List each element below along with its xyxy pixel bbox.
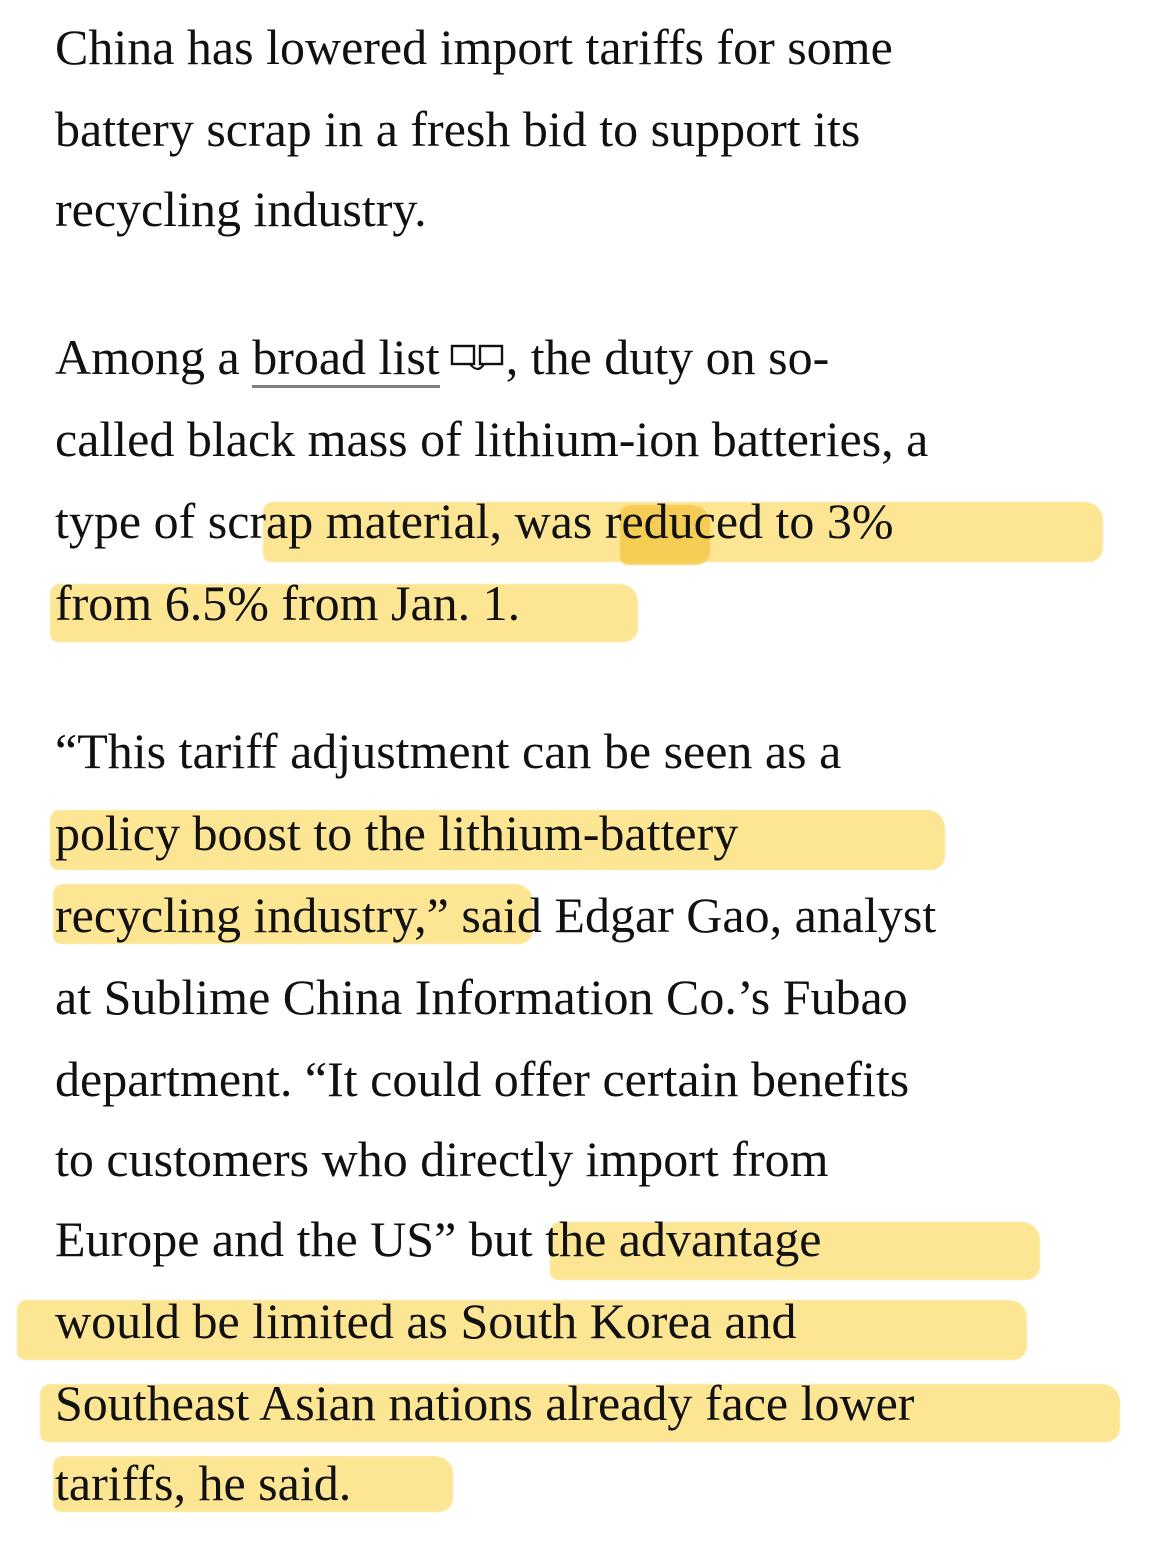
paragraph-3-line-8: would be limited as South Korea and (55, 1280, 797, 1362)
paragraph-2-line-4: from 6.5% from Jan. 1. (55, 562, 520, 644)
text: said Edgar Gao, analyst (448, 887, 937, 943)
paragraph-1-line-1: China has lowered import tariffs for som… (55, 6, 893, 88)
text: department. “It could offer certain bene… (55, 1051, 910, 1107)
text: “This tariff adjustment can be seen as a (55, 723, 842, 779)
paragraph-3-line-2: policy boost to the lithium-battery (55, 792, 738, 874)
text: at Sublime China Information Co.’s Fubao (55, 969, 908, 1025)
highlighted-text: from 6.5% from Jan. 1. (55, 575, 521, 631)
highlight-mark (550, 1222, 1040, 1280)
highlighted-text: but the advantage (468, 1211, 822, 1267)
text: battery scrap in a fresh bid to support … (55, 101, 861, 157)
highlighted-text: crap material, (227, 493, 515, 549)
highlight-mark (40, 1384, 1120, 1442)
highlighted-text: tariffs, he said. (55, 1455, 352, 1511)
paragraph-1-line-2: battery scrap in a fresh bid to support … (55, 88, 860, 170)
highlight-mark-overlap (620, 505, 710, 565)
paragraph-3-line-9: Southeast Asian nations already face low… (55, 1362, 914, 1444)
highlight-mark (17, 1300, 1027, 1360)
text: to customers who directly import from (55, 1131, 829, 1187)
paragraph-3-line-6: to customers who directly import from (55, 1118, 828, 1200)
highlighted-text: policy boost to the lithium-battery (55, 805, 739, 861)
paragraph-2-line-3: type of scrap material, was reduced to 3… (55, 480, 894, 562)
paragraph-3-line-3: recycling industry,” said Edgar Gao, ana… (55, 874, 936, 956)
paragraph-2-line-2: called black mass of lithium-ion batteri… (55, 398, 928, 480)
highlighted-text: recycling industry,” (55, 887, 449, 943)
text: Europe and the US” (55, 1211, 469, 1267)
highlighted-text: would be limited as South Korea and (55, 1293, 797, 1349)
paragraph-3-line-7: Europe and the US” but the advantage (55, 1198, 821, 1280)
highlight-mark (50, 810, 945, 870)
highlight-mark (53, 1456, 453, 1512)
text: called black mass of lithium-ion batteri… (55, 411, 929, 467)
paragraph-3-line-1: “This tariff adjustment can be seen as a (55, 710, 841, 792)
highlight-mark (50, 584, 638, 642)
text: China has lowered import tariffs for som… (55, 19, 893, 75)
paragraph-3-line-4: at Sublime China Information Co.’s Fubao (55, 956, 908, 1038)
text: Among a (55, 329, 253, 385)
broad-list-link[interactable]: broad list (252, 329, 440, 388)
paragraph-3-line-5: department. “It could offer certain bene… (55, 1038, 909, 1120)
text: recycling industry. (55, 181, 427, 237)
paragraph-1-line-3: recycling industry. (55, 168, 427, 250)
text: , the duty on so- (505, 329, 830, 385)
paragraph-2-line-1: Among a broad list , the duty on so- (55, 316, 829, 398)
highlighted-text: was (514, 493, 593, 549)
external-document-icon[interactable] (450, 318, 506, 400)
text: type of s (55, 493, 228, 549)
paragraph-3-line-10: tariffs, he said. (55, 1442, 351, 1524)
highlighted-text: Southeast Asian nations already face low… (55, 1375, 915, 1431)
highlighted-text: reduced to 3% (592, 493, 894, 549)
highlight-mark (53, 884, 533, 944)
